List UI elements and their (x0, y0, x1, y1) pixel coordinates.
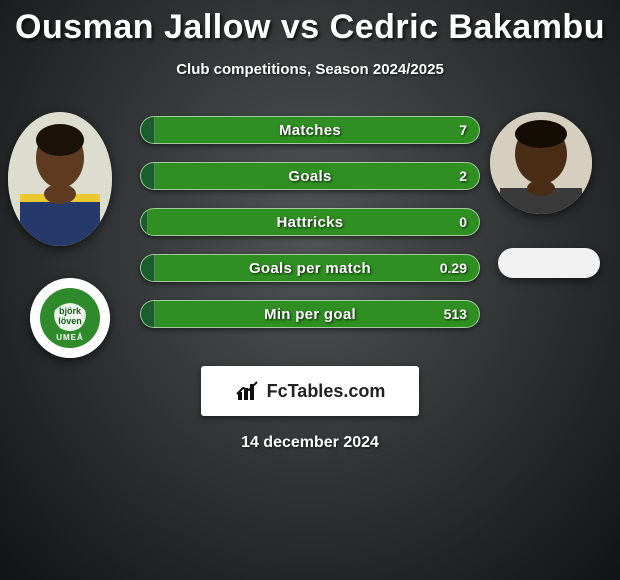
stat-bar-label: Hattricks (141, 209, 479, 235)
comparison-area: björk löven UMEÅ Matches7 Goals2 Hattricks… (0, 110, 620, 360)
svg-text:UMEÅ: UMEÅ (56, 333, 84, 342)
stat-bar: Matches7 (140, 116, 480, 144)
chart-icon (235, 378, 261, 404)
stat-bar: Goals2 (140, 162, 480, 190)
player-left-portrait (8, 112, 112, 246)
club-left-badge: björk löven UMEÅ (30, 278, 110, 358)
stat-bar-value-right: 7 (459, 117, 467, 143)
stat-bar-label: Matches (141, 117, 479, 143)
date-text: 14 december 2024 (0, 434, 620, 452)
stat-bar-label: Min per goal (141, 301, 479, 327)
stat-bars: Matches7Goals2Hattricks0Goals per match0… (140, 116, 480, 346)
subtitle: Club competitions, Season 2024/2025 (0, 61, 620, 78)
branding-text: FcTables.com (267, 381, 386, 402)
svg-text:björk: björk (59, 306, 82, 316)
stat-bar-value-right: 2 (459, 163, 467, 189)
branding-badge: FcTables.com (201, 366, 419, 416)
stat-bar-value-right: 0 (459, 209, 467, 235)
player-right-portrait (490, 112, 592, 214)
stat-bar: Goals per match0.29 (140, 254, 480, 282)
player-left-icon (8, 112, 112, 246)
club-right-badge (498, 248, 600, 278)
stat-bar: Min per goal513 (140, 300, 480, 328)
stat-bar-label: Goals (141, 163, 479, 189)
svg-text:löven: löven (58, 316, 82, 326)
stat-bar-label: Goals per match (141, 255, 479, 281)
player-right-icon (490, 112, 592, 214)
club-left-icon: björk löven UMEÅ (30, 278, 110, 358)
page-title: Ousman Jallow vs Cedric Bakambu (0, 0, 620, 47)
stat-bar-value-right: 513 (444, 301, 467, 327)
stat-bar: Hattricks0 (140, 208, 480, 236)
stat-bar-value-right: 0.29 (440, 255, 467, 281)
